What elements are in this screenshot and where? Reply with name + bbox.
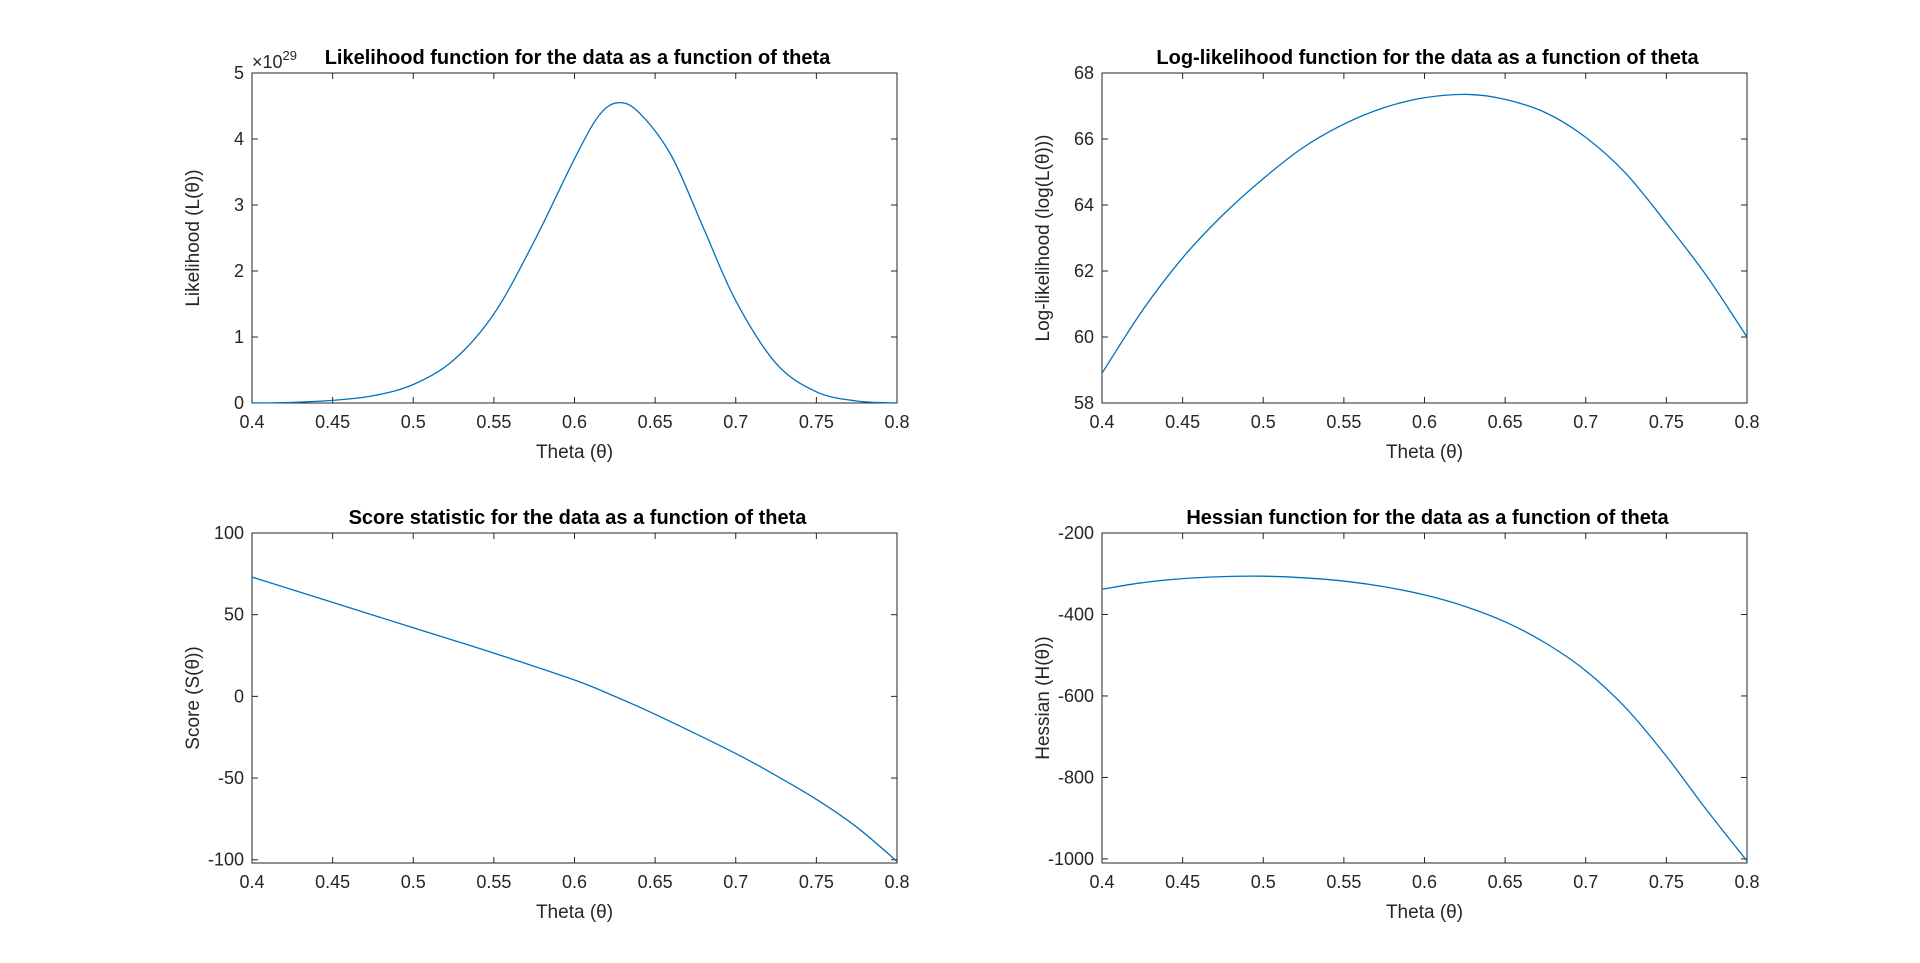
x-axis-label: Theta (θ) [536,902,613,923]
y-tick-label: -400 [1058,604,1094,624]
x-tick-label: 0.4 [239,872,264,892]
series-line [1101,575,1748,862]
x-tick-label: 0.5 [1251,872,1276,892]
y-axis-label: Likelihood (L(θ)) [183,169,204,306]
chart-title: Hessian function for the data as a funct… [1186,507,1669,529]
y-tick-label: 1 [234,327,244,347]
y-exponent-power: 29 [283,48,297,63]
subplot-4: 0.4 0.45 0.5 0.55 0.6 0.65 0.7 0.75 0.8 -1000 -800… [1033,507,1760,923]
x-tick-label: 0.65 [1488,412,1523,432]
y-tick-label: 62 [1074,261,1094,281]
y-tick-label: 2 [234,261,244,281]
x-tick-label: 0.55 [476,412,511,432]
x-tick-label: 0.5 [401,412,426,432]
series-line [251,101,898,404]
x-tick-label: 0.55 [1326,872,1361,892]
x-tick-label: 0.8 [1734,872,1759,892]
x-tick-label: 0.45 [1165,872,1200,892]
y-tick-label: 58 [1074,393,1094,413]
y-axis-label: Hessian (H(θ)) [1033,636,1054,760]
y-axis-label: Log-likelihood (log(L(θ))) [1033,135,1054,342]
chart-title: Score statistic for the data as a functi… [349,507,808,529]
x-axis-label: Theta (θ) [536,442,613,463]
subplot-1: 0.4 0.45 0.5 0.55 0.6 0.65 0.7 0.75 0.8 0 1 2 3 4 5 The… [183,47,910,463]
y-exponent-label: ×1029 [252,48,297,72]
x-tick-label: 0.75 [799,872,834,892]
y-tick-label: 5 [234,63,244,83]
x-tick-label: 0.6 [562,872,587,892]
y-axis-label: Score (S(θ)) [183,646,204,749]
y-tick-label: 4 [234,129,244,149]
series-line [251,576,898,862]
x-tick-label: 0.4 [239,412,264,432]
axes-box [1101,532,1748,864]
y-tick-label: -200 [1058,523,1094,543]
x-tick-label: 0.6 [1412,412,1437,432]
x-tick-label: 0.65 [1488,872,1523,892]
y-tick-label: 66 [1074,129,1094,149]
x-tick-label: 0.7 [1573,412,1598,432]
y-tick-label: 0 [234,393,244,413]
x-tick-label: 0.55 [476,872,511,892]
y-tick-label: -50 [218,768,244,788]
x-tick-label: 0.4 [1089,872,1114,892]
y-tick-label: -100 [208,850,244,870]
x-tick-label: 0.6 [1412,872,1437,892]
y-tick-label: 3 [234,195,244,215]
x-tick-label: 0.7 [723,872,748,892]
x-tick-label: 0.75 [1649,872,1684,892]
x-tick-label: 0.75 [799,412,834,432]
y-tick-label: 100 [214,523,244,543]
chart-title: Likelihood function for the data as a fu… [325,47,831,69]
x-tick-label: 0.4 [1089,412,1114,432]
axes-box [251,532,898,864]
x-tick-label: 0.8 [884,872,909,892]
y-tick-label: 0 [234,686,244,706]
x-tick-label: 0.65 [638,412,673,432]
y-tick-label: 60 [1074,327,1094,347]
x-tick-label: 0.6 [562,412,587,432]
x-tick-label: 0.45 [1165,412,1200,432]
y-exponent-base: ×10 [252,52,283,72]
subplot-2: 0.4 0.45 0.5 0.55 0.6 0.65 0.7 0.75 0.8 58 60 62 64 6… [1033,47,1760,463]
x-tick-label: 0.5 [1251,412,1276,432]
x-tick-label: 0.7 [723,412,748,432]
subplot-3: 0.4 0.45 0.5 0.55 0.6 0.65 0.7 0.75 0.8 -100 -50 0 5… [183,507,910,923]
axes-box [1101,72,1748,404]
x-axis-label: Theta (θ) [1386,442,1463,463]
chart-title: Log-likelihood function for the data as … [1156,47,1699,69]
x-tick-label: 0.5 [401,872,426,892]
axes-box [251,72,898,404]
series-line [1101,93,1748,374]
x-tick-label: 0.45 [315,412,350,432]
y-tick-label: -600 [1058,686,1094,706]
y-tick-label: 68 [1074,63,1094,83]
x-tick-label: 0.55 [1326,412,1361,432]
x-tick-label: 0.65 [638,872,673,892]
y-tick-label: -1000 [1048,849,1094,869]
x-tick-label: 0.8 [1734,412,1759,432]
y-tick-label: 50 [224,605,244,625]
y-tick-label: -800 [1058,767,1094,787]
x-tick-label: 0.7 [1573,872,1598,892]
x-tick-label: 0.45 [315,872,350,892]
x-axis-label: Theta (θ) [1386,902,1463,923]
y-tick-label: 64 [1074,195,1094,215]
x-tick-label: 0.8 [884,412,909,432]
x-tick-label: 0.75 [1649,412,1684,432]
